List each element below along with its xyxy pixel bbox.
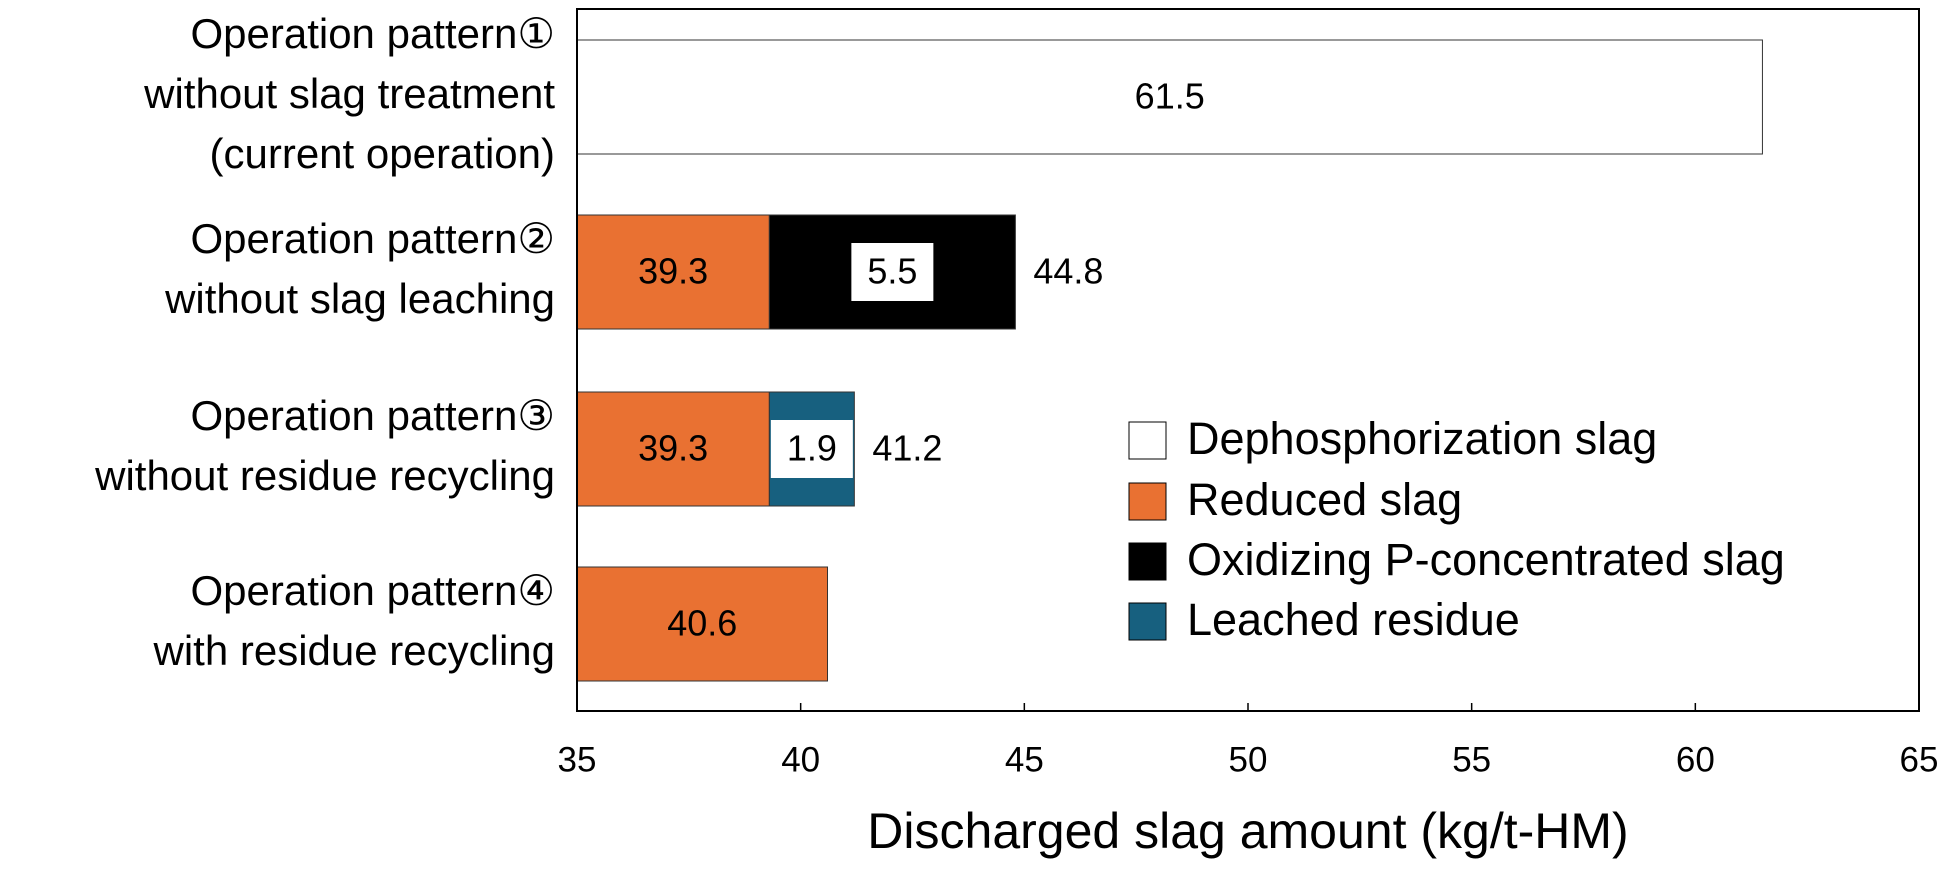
y-tick-label: without slag treatment [143, 70, 555, 117]
data-label: 61.5 [1135, 76, 1205, 117]
total-label: 41.2 [872, 428, 942, 469]
x-tick-label: 60 [1676, 740, 1715, 779]
x-tick-label: 40 [781, 740, 820, 779]
y-tick-label: with residue recycling [152, 627, 555, 674]
legend-swatch [1128, 482, 1167, 521]
label-box [851, 243, 934, 301]
data-label: 39.3 [638, 428, 708, 469]
legend-label: Reduced slag [1187, 474, 1462, 525]
legend-swatch [1128, 542, 1167, 581]
legend-label: Oxidizing P-concentrated slag [1187, 534, 1785, 585]
data-label: 1.9 [787, 428, 837, 469]
y-tick-label: Operation pattern② [190, 215, 555, 262]
label-box [770, 420, 853, 478]
legend-swatch [1128, 421, 1167, 460]
x-tick-label: 65 [1900, 740, 1939, 779]
bar-segment [576, 391, 770, 507]
total-label: 44.8 [1033, 251, 1103, 292]
bar-segment [576, 39, 1763, 155]
x-tick-label: 50 [1229, 740, 1268, 779]
y-tick-label: without slag leaching [164, 275, 555, 322]
bar-segment [576, 214, 770, 330]
legend-label: Leached residue [1187, 594, 1520, 645]
y-tick-label: Operation pattern① [190, 10, 555, 57]
data-label: 5.5 [867, 251, 917, 292]
y-tick-label: (current operation) [210, 130, 556, 177]
y-tick-label: without residue recycling [94, 452, 555, 499]
y-tick-label: Operation pattern④ [190, 567, 555, 614]
x-axis-label: Discharged slag amount (kg/t-HM) [867, 803, 1628, 859]
legend-swatch [1128, 602, 1167, 641]
x-tick-label: 55 [1452, 740, 1491, 779]
plot-frame [576, 8, 1920, 712]
y-tick-label: Operation pattern③ [190, 392, 555, 439]
x-tick-label: 45 [1005, 740, 1044, 779]
data-label: 40.6 [667, 603, 737, 644]
data-label: 39.3 [638, 251, 708, 292]
x-tick-label: 35 [558, 740, 597, 779]
legend-label: Dephosphorization slag [1187, 413, 1657, 464]
